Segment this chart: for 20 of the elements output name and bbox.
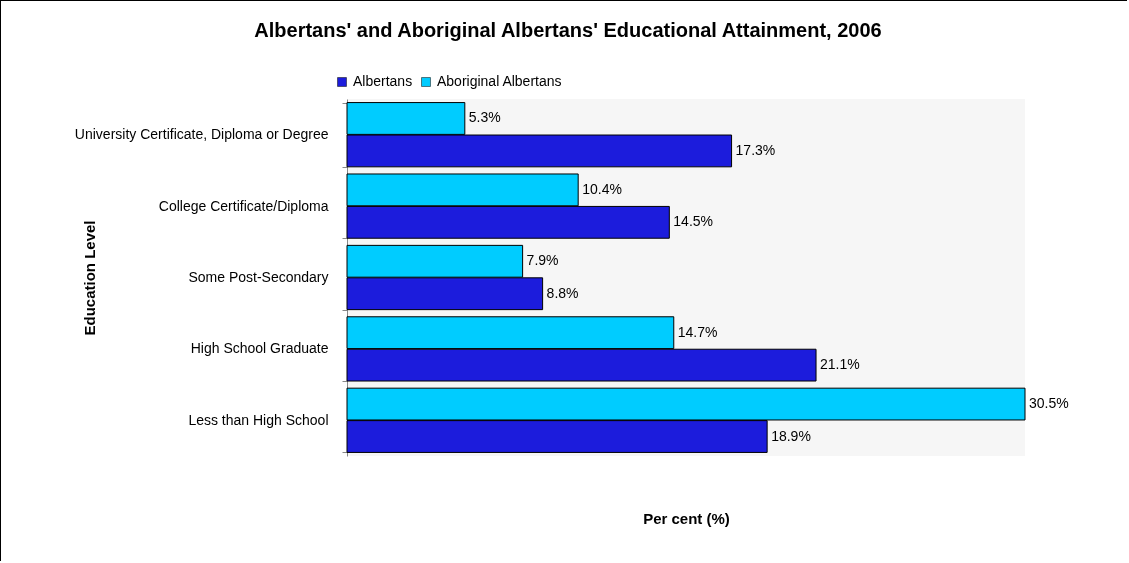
y-tick-label: College Certificate/Diploma [158, 197, 329, 214]
y-tick-label: High School Graduate [190, 340, 329, 357]
data-label: 14.7% [677, 323, 718, 340]
data-label: 21.1% [820, 356, 860, 373]
legend-label: Aboriginal Albertans [437, 73, 562, 89]
x-axis-title: Per cent (%) [643, 509, 730, 527]
y-tick-label: Some Post-Secondary [188, 269, 329, 285]
data-label: 8.8% [546, 284, 579, 301]
data-label: 7.9% [526, 252, 559, 269]
data-label: 30.5% [1029, 395, 1069, 412]
data-label: 18.9% [771, 427, 811, 444]
legend-label: Albertans [353, 73, 413, 89]
chart-title: Albertans' and Aboriginal Albertans' Educational Attainment, 2006 [254, 19, 882, 41]
y-tick-label: Less than High School [188, 411, 329, 428]
y-axis-title: Education Level [80, 220, 98, 336]
data-label: 10.4% [582, 180, 622, 197]
data-label: 5.3% [468, 109, 501, 126]
data-label: 17.3% [735, 141, 776, 158]
y-tick-label: University Certificate, Diploma or Degree [74, 126, 329, 143]
data-label: 14.5% [673, 213, 714, 230]
